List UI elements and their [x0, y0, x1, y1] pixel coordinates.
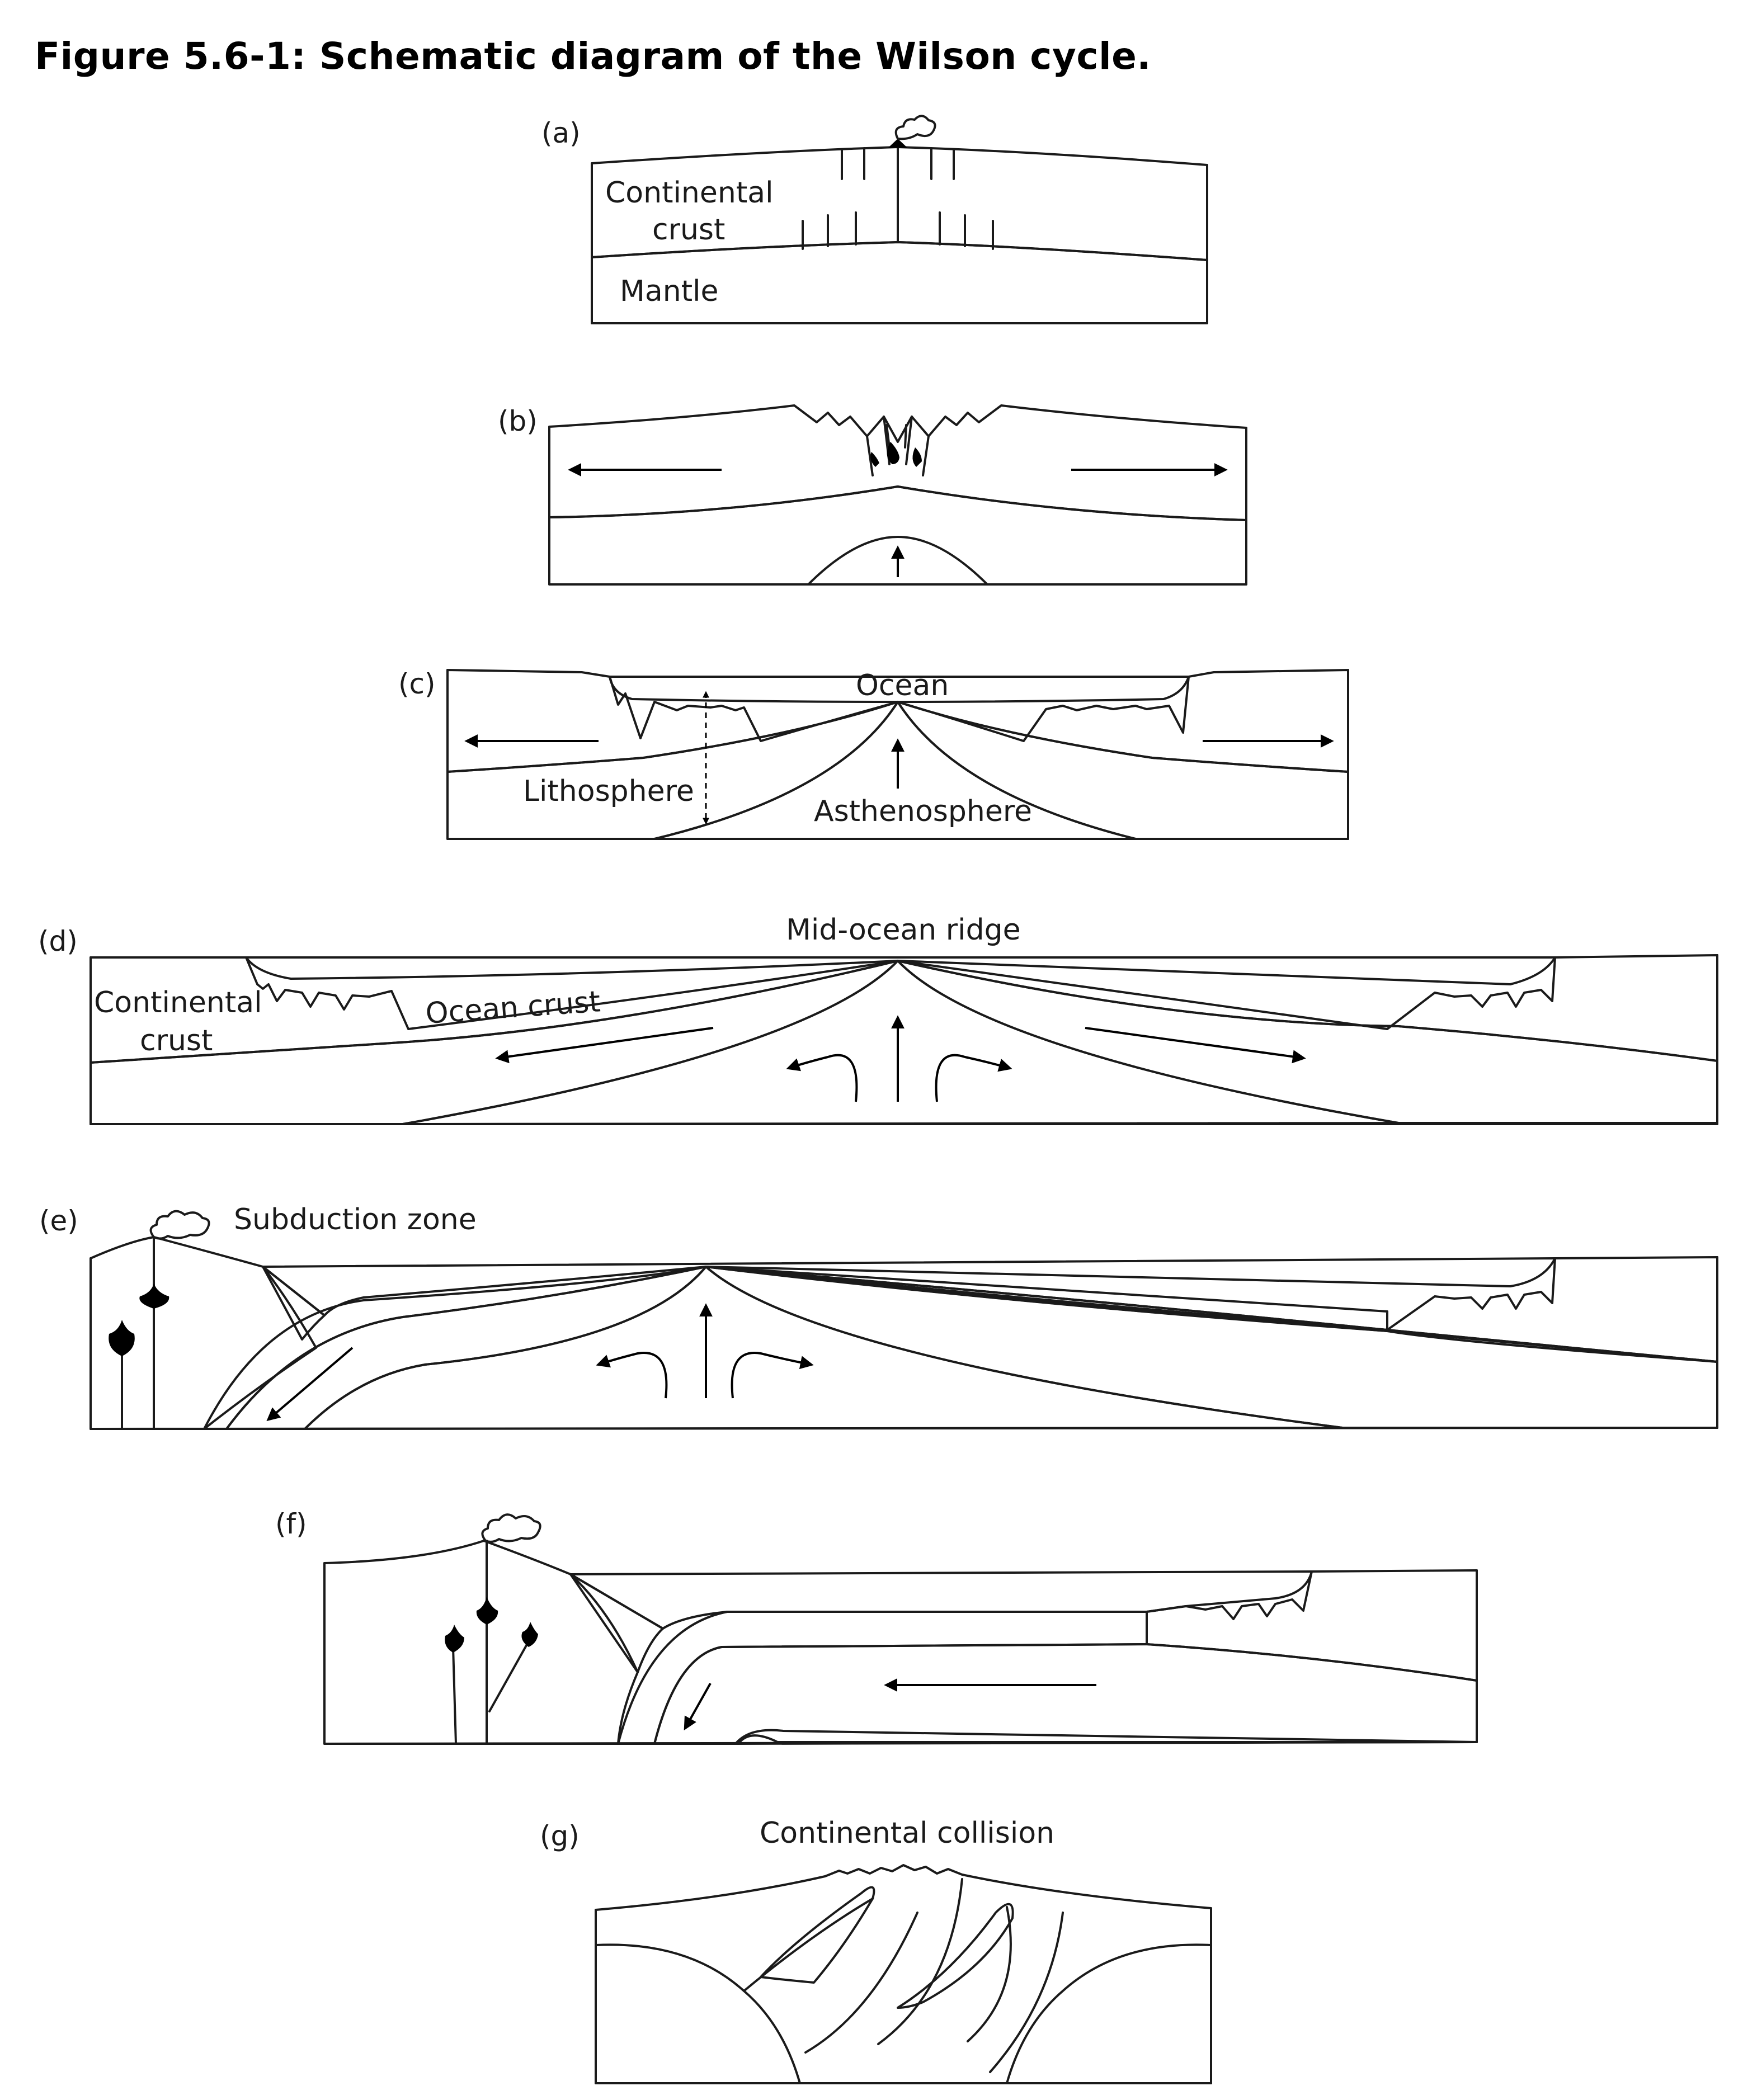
panel-g-faults: [743, 1878, 1064, 2073]
panel-a: (a) Continental crust Mantle: [541, 115, 1208, 324]
panel-g-right-lens: [897, 1903, 1014, 2009]
panel-f-accretionary-wedge: [569, 1573, 664, 1673]
panel-a-smoke-icon: [894, 115, 936, 140]
panel-a-mantle-label: Mantle: [620, 275, 719, 308]
panel-g-right-mantle: [1006, 1943, 1212, 2084]
panel-c-asthenosphere-label: Asthenosphere: [814, 795, 1032, 828]
panel-b-letter: (b): [498, 405, 538, 437]
panel-e-smoke-icon: [149, 1210, 210, 1240]
panel-g-crust: [595, 1864, 1212, 2084]
panel-f-lithosphere: [653, 1643, 1478, 1745]
panel-f-smoke-icon: [481, 1513, 541, 1543]
panel-f-ocean: [569, 1570, 1313, 1630]
panel-c-outer-box: [446, 669, 1349, 840]
panel-e-ocean: [262, 1257, 1556, 1316]
panel-b-upwelling: [807, 536, 988, 586]
panel-d-outer-box: [89, 954, 1718, 1125]
panel-e-asthenosphere: [304, 1266, 1344, 1430]
panel-c-lithosphere-label: Lithosphere: [523, 775, 694, 808]
panel-a-crust-label-1: Continental: [605, 176, 774, 210]
panel-a-volcano-icon: [888, 139, 907, 148]
panel-c-ocean-label: Ocean: [856, 669, 949, 702]
panel-f-right-conduit: [488, 1640, 530, 1712]
panel-d-convection-left: [786, 1054, 858, 1102]
panel-e-overriding-crust: [89, 1236, 317, 1430]
panel-d: (d) Mid-ocean ridge Continental crust Oc…: [38, 913, 1718, 1125]
panel-c-letter: (c): [398, 668, 436, 700]
panel-c: (c) Ocean Lithosphere Asthenosphere: [398, 668, 1349, 840]
panel-b-mantle: [548, 485, 1247, 586]
panel-e-magma-icons: [109, 1283, 169, 1356]
panel-d-crust-label-1: Continental: [94, 986, 262, 1020]
panel-a-mantle: [591, 241, 1208, 324]
panel-d-crust-label-2: crust: [140, 1024, 213, 1058]
panel-g-letter: (g): [540, 1820, 580, 1852]
panel-e-outer-box: [89, 1256, 1718, 1430]
panel-d-ridge-label: Mid-ocean ridge: [786, 913, 1021, 947]
panel-f-left-conduit: [452, 1646, 457, 1745]
panel-f-outer-box: [323, 1562, 1478, 1745]
panel-b: (b): [498, 404, 1247, 586]
panel-g: (g) Continental collision: [540, 1816, 1212, 2084]
panel-e-convection-right: [731, 1352, 814, 1399]
panel-g-left-mantle: [595, 1943, 801, 2084]
panel-d-arrow-right: [1085, 1027, 1306, 1064]
panel-e-letter: (e): [39, 1205, 78, 1237]
panel-c-ocean: [609, 676, 1190, 703]
panel-a-letter: (a): [541, 117, 581, 149]
panel-f-slab-arrow: [684, 1683, 712, 1731]
page-title: Figure 5.6-1: Schematic diagram of the W…: [35, 35, 1151, 78]
panel-f-right-crust: [1146, 1569, 1478, 1682]
panel-d-letter: (d): [38, 925, 78, 957]
panel-a-crust-label-2: crust: [652, 213, 725, 247]
panel-b-magma-icons: [870, 442, 922, 467]
panel-d-asthenosphere: [402, 960, 1400, 1125]
panel-e-convection-left: [596, 1352, 668, 1399]
panel-e-right-lithosphere: [705, 1266, 1718, 1429]
panel-e-subduction-label: Subduction zone: [234, 1203, 477, 1237]
panel-d-arrow-left: [495, 1027, 714, 1064]
panel-f-overriding-crust: [323, 1540, 639, 1745]
panel-b-continental-crust: [548, 404, 1247, 521]
panel-f-letter: (f): [275, 1508, 307, 1540]
panel-e-right-oceanic-band: [705, 1266, 1388, 1331]
panel-g-collision-label: Continental collision: [760, 1816, 1054, 1850]
panel-d-right-lithosphere: [897, 960, 1718, 1124]
panel-f-slab-crust: [617, 1611, 1148, 1745]
panel-d-ocean: [245, 956, 1556, 985]
panel-d-convection-right: [935, 1054, 1012, 1102]
panel-f-asthenosphere: [734, 1729, 1478, 1745]
panel-a-cracks: [802, 146, 994, 250]
panel-e-slab-arrow: [266, 1347, 354, 1422]
panel-f: (f): [275, 1508, 1478, 1745]
panel-f-magma-icons: [445, 1597, 538, 1653]
panel-e-slab-lithosphere: [225, 1266, 707, 1430]
panel-e: (e) Subduction zone: [39, 1203, 1718, 1430]
